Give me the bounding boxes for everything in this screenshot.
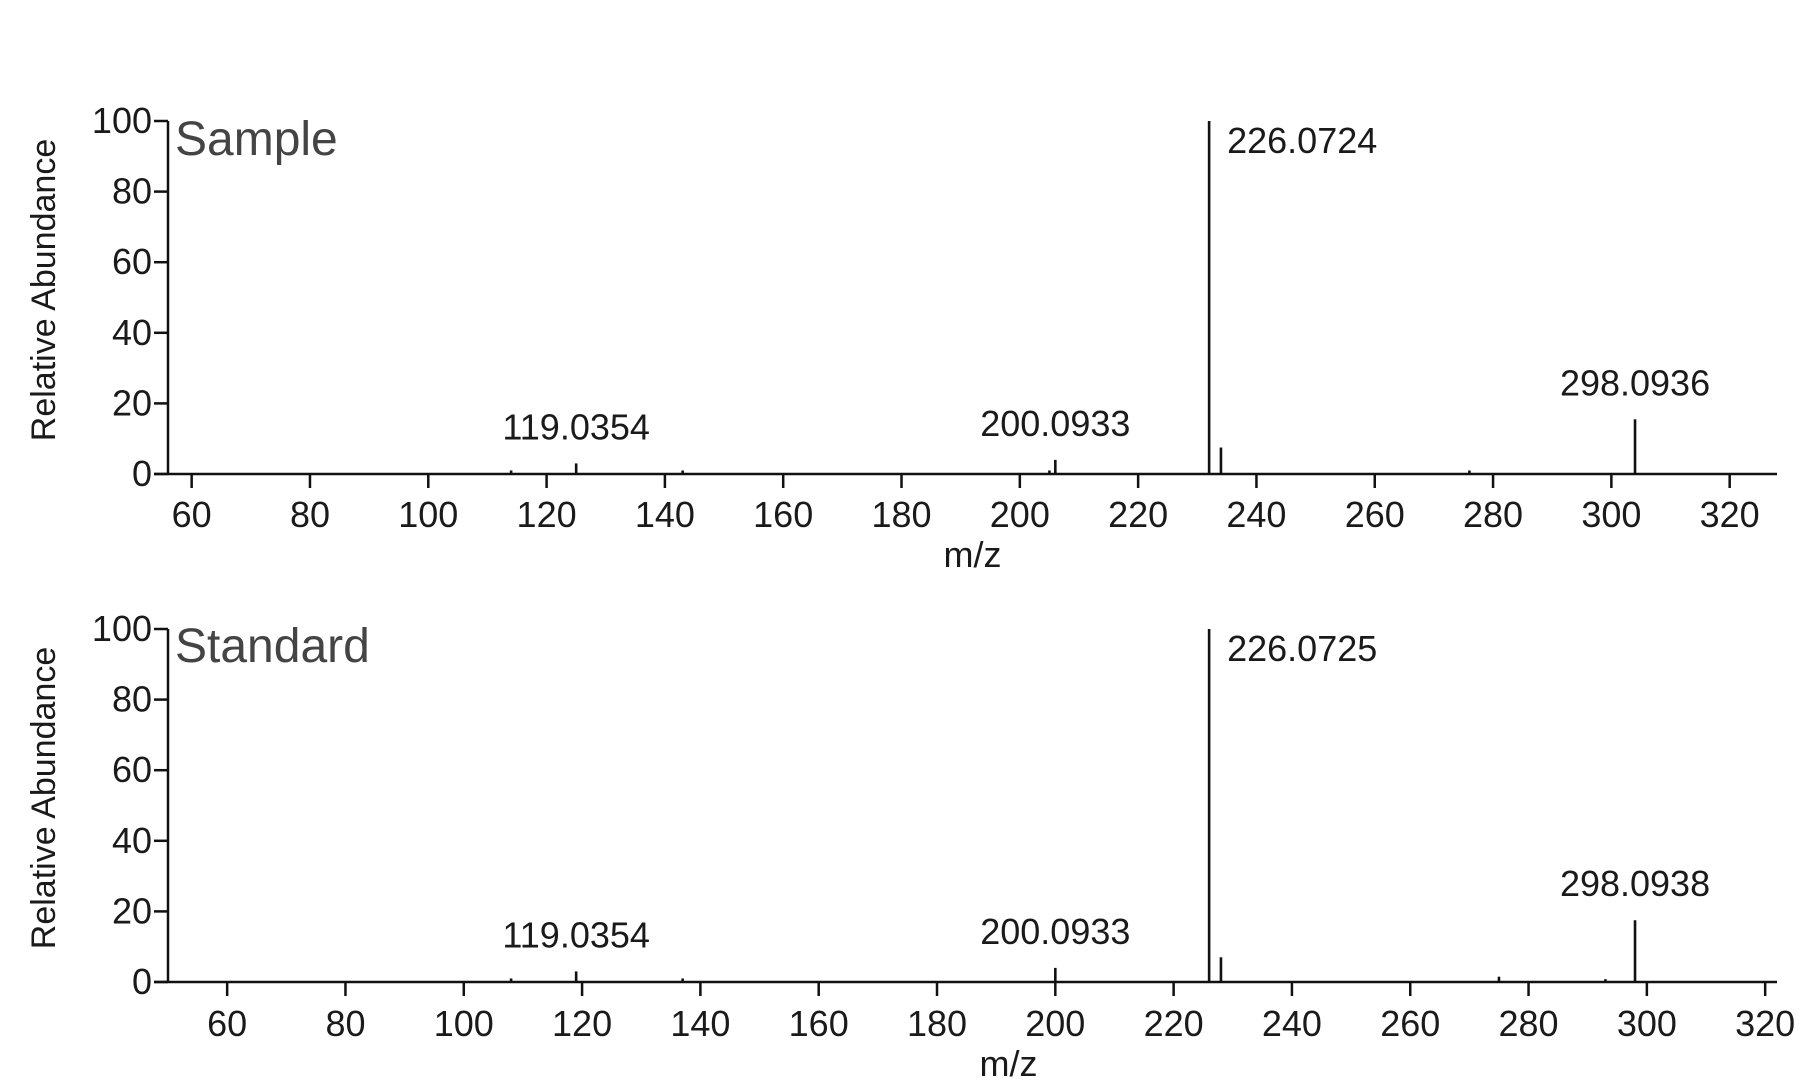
y-axis-label: Relative Abundance [25, 139, 63, 441]
x-tick-label: 180 [907, 1003, 967, 1044]
y-tick-label: 0 [132, 453, 152, 494]
peak-label: 298.0938 [1560, 863, 1710, 904]
x-tick-label: 80 [290, 494, 330, 535]
y-tick-label: 80 [112, 679, 152, 720]
peak-label: 226.0725 [1227, 628, 1377, 669]
x-tick-label: 240 [1226, 494, 1286, 535]
y-tick-label: 60 [112, 241, 152, 282]
y-tick-label: 100 [92, 100, 152, 141]
spectrum-panel-standard: 0 20 40 60 80 100 60 80 100 120 140 160 180 200 220 240… [25, 608, 1795, 1084]
x-tick-label: 140 [635, 494, 695, 535]
peak-label: 298.0936 [1560, 362, 1710, 403]
x-tick-label: 120 [517, 494, 577, 535]
x-tick-label: 60 [207, 1003, 247, 1044]
y-tick-label: 40 [112, 820, 152, 861]
x-tick-label: 280 [1463, 494, 1523, 535]
x-tick-label: 60 [172, 494, 212, 535]
panel-label: Sample [175, 113, 338, 166]
x-tick-label: 320 [1735, 1003, 1795, 1044]
x-tick-label: 220 [1144, 1003, 1204, 1044]
x-tick-label: 240 [1262, 1003, 1322, 1044]
x-tick-label: 220 [1108, 494, 1168, 535]
x-tick-label: 320 [1700, 494, 1760, 535]
spectrum-panel-sample: 0 20 40 60 80 100 60 80 100 120 140 160 180 200 220 240… [25, 100, 1777, 575]
x-tick-label: 200 [990, 494, 1050, 535]
y-tick-label: 80 [112, 171, 152, 212]
panel-label: Standard [175, 620, 370, 673]
x-tick-label: 300 [1581, 494, 1641, 535]
peak-label: 226.0724 [1227, 120, 1377, 161]
y-tick-label: 100 [92, 608, 152, 649]
x-tick-label: 100 [434, 1003, 494, 1044]
x-tick-label: 140 [670, 1003, 730, 1044]
y-tick-label: 0 [132, 961, 152, 1002]
y-tick-label: 40 [112, 312, 152, 353]
x-tick-label: 100 [398, 494, 458, 535]
y-tick-label: 60 [112, 749, 152, 790]
x-tick-label: 300 [1617, 1003, 1677, 1044]
x-tick-label: 120 [552, 1003, 612, 1044]
peak-label: 200.0933 [980, 911, 1130, 952]
x-tick-label: 180 [871, 494, 931, 535]
x-tick-label: 160 [753, 494, 813, 535]
peak-label: 119.0354 [502, 914, 649, 955]
x-tick-label: 260 [1345, 494, 1405, 535]
x-tick-label: 80 [325, 1003, 365, 1044]
x-tick-label: 160 [789, 1003, 849, 1044]
y-tick-label: 20 [112, 890, 152, 931]
x-tick-label: 260 [1380, 1003, 1440, 1044]
y-tick-label: 20 [112, 382, 152, 423]
x-tick-label: 200 [1025, 1003, 1085, 1044]
x-axis-label: m/z [980, 1043, 1038, 1080]
x-tick-label: 280 [1499, 1003, 1559, 1044]
peak-label: 119.0354 [502, 406, 649, 447]
peak-label: 200.0933 [980, 403, 1130, 444]
x-axis-label: m/z [944, 534, 1002, 575]
y-axis-label: Relative Abundance [25, 647, 63, 949]
